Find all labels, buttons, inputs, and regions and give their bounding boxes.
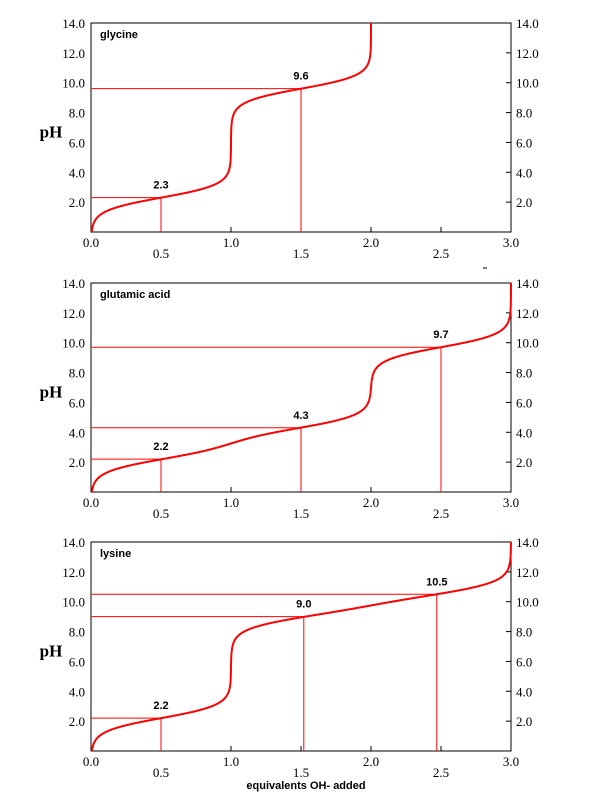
y-tick-label-left: 6.0 xyxy=(69,395,85,410)
x-tick-label: 1.5 xyxy=(293,765,309,780)
y-tick-label-right: 14.0 xyxy=(516,535,539,550)
pka-label: 2.2 xyxy=(153,441,168,453)
x-tick-label: 0.0 xyxy=(83,235,99,250)
y-tick-label-left: 14.0 xyxy=(62,535,85,550)
x-tick-label: 1.0 xyxy=(223,235,239,250)
x-tick-label: 2.0 xyxy=(363,235,379,250)
plot-frame xyxy=(90,541,512,752)
y-axis-label: pH xyxy=(40,642,63,661)
y-tick-label-left: 12.0 xyxy=(62,306,85,321)
y-tick-label-left: 2.0 xyxy=(69,714,85,729)
y-tick-label-left: 8.0 xyxy=(69,106,85,121)
chart-panel-2: 2.0 2.0 4.0 4.0 6.0 6.0 8.0 8.0 10.0 10.0 12.0 12.0… xyxy=(40,535,539,780)
x-tick-label: 2.5 xyxy=(433,246,449,261)
pka-label: 2.3 xyxy=(153,180,168,192)
chart-panel-1: 2.0 2.0 4.0 4.0 6.0 6.0 8.0 8.0 10.0 10.0 12.0 12.0… xyxy=(40,276,539,521)
y-tick-label-right: 14.0 xyxy=(516,16,539,31)
y-tick-label-left: 2.0 xyxy=(69,195,85,210)
y-tick-label-right: 2.0 xyxy=(516,455,532,470)
x-tick-label: 0.5 xyxy=(153,246,169,261)
y-tick-label-right: 6.0 xyxy=(516,654,532,669)
pka-label: 10.5 xyxy=(426,576,447,588)
titration-curve xyxy=(90,542,512,752)
x-axis-label: equivalents OH- added xyxy=(246,780,365,792)
chart-title: glutamic acid xyxy=(100,289,170,301)
pka-label: 4.3 xyxy=(293,410,308,422)
y-tick-label-left: 4.0 xyxy=(69,165,85,180)
x-tick-label: 2.0 xyxy=(363,495,379,510)
y-tick-label-right: 6.0 xyxy=(516,135,532,150)
y-tick-label-left: 6.0 xyxy=(69,654,85,669)
y-tick-label-right: 6.0 xyxy=(516,395,532,410)
x-tick-label: 1.5 xyxy=(293,506,309,521)
y-tick-label-right: 4.0 xyxy=(516,684,532,699)
y-tick-label-right: 10.0 xyxy=(516,336,539,351)
pka-label: 2.2 xyxy=(153,700,168,712)
y-tick-label-left: 8.0 xyxy=(69,625,85,640)
x-tick-label: 0.5 xyxy=(153,765,169,780)
pka-label: 9.6 xyxy=(293,71,308,83)
x-tick-label: 0.5 xyxy=(153,506,169,521)
y-tick-label-left: 10.0 xyxy=(62,336,85,351)
y-tick-label-left: 12.0 xyxy=(62,565,85,580)
pka-label: 9.0 xyxy=(296,599,311,611)
y-tick-label-left: 6.0 xyxy=(69,135,85,150)
pka-label: 9.7 xyxy=(433,329,448,341)
y-tick-label-right: 2.0 xyxy=(516,195,532,210)
y-tick-label-right: 8.0 xyxy=(516,106,532,121)
y-tick-label-left: 8.0 xyxy=(69,366,85,381)
y-axis-label: pH xyxy=(40,123,63,142)
x-tick-label: 0.0 xyxy=(83,754,99,769)
chart-panel-0: 2.0 2.0 4.0 4.0 6.0 6.0 8.0 8.0 10.0 10.0 12.0 12.0… xyxy=(40,16,539,261)
x-tick-label: 3.0 xyxy=(503,754,519,769)
x-tick-label: 2.5 xyxy=(433,506,449,521)
y-tick-label-right: 4.0 xyxy=(516,425,532,440)
x-tick-label: 2.0 xyxy=(363,754,379,769)
y-tick-label-right: 8.0 xyxy=(516,625,532,640)
y-tick-label-right: 14.0 xyxy=(516,276,539,291)
y-tick-label-left: 4.0 xyxy=(69,684,85,699)
titration-curve xyxy=(90,283,512,493)
x-tick-label: 0.0 xyxy=(83,495,99,510)
y-tick-label-left: 4.0 xyxy=(69,425,85,440)
x-tick-label: 3.0 xyxy=(503,235,519,250)
x-tick-label: 2.5 xyxy=(433,765,449,780)
chart-title: lysine xyxy=(100,548,131,560)
y-tick-label-left: 14.0 xyxy=(62,16,85,31)
y-tick-label-left: 10.0 xyxy=(62,76,85,91)
y-tick-label-right: 10.0 xyxy=(516,76,539,91)
y-tick-label-right: 10.0 xyxy=(516,595,539,610)
y-tick-label-right: 12.0 xyxy=(516,306,539,321)
x-tick-label: 1.0 xyxy=(223,754,239,769)
y-tick-label-left: 14.0 xyxy=(62,276,85,291)
y-tick-label-right: 12.0 xyxy=(516,565,539,580)
y-tick-label-left: 2.0 xyxy=(69,455,85,470)
y-tick-label-right: 8.0 xyxy=(516,366,532,381)
y-tick-label-left: 12.0 xyxy=(62,46,85,61)
y-tick-label-right: 12.0 xyxy=(516,46,539,61)
y-tick-label-left: 10.0 xyxy=(62,595,85,610)
chart-title: glycine xyxy=(100,29,138,41)
titration-curve xyxy=(90,23,372,233)
y-axis-label: pH xyxy=(40,383,63,402)
y-tick-label-right: 2.0 xyxy=(516,714,532,729)
y-tick-label-right: 4.0 xyxy=(516,165,532,180)
x-tick-label: 1.5 xyxy=(293,246,309,261)
x-tick-label: 1.0 xyxy=(223,495,239,510)
x-tick-label: 3.0 xyxy=(503,495,519,510)
